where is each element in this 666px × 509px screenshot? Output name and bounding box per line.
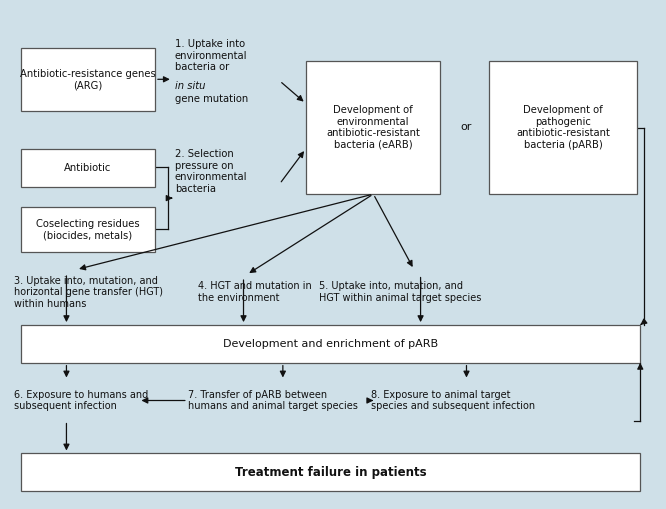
FancyBboxPatch shape [21, 325, 640, 363]
Text: 8. Exposure to animal target
species and subsequent infection: 8. Exposure to animal target species and… [372, 390, 535, 411]
Text: Development and enrichment of pARB: Development and enrichment of pARB [223, 339, 438, 349]
Text: Development of
environmental
antibiotic-resistant
bacteria (eARB): Development of environmental antibiotic-… [326, 105, 420, 150]
Text: Antibiotic: Antibiotic [64, 163, 111, 173]
Text: 7. Transfer of pARB between
humans and animal target species: 7. Transfer of pARB between humans and a… [188, 390, 358, 411]
Text: 2. Selection
pressure on
environmental
bacteria: 2. Selection pressure on environmental b… [174, 149, 247, 194]
Text: Development of
pathogenic
antibiotic-resistant
bacteria (pARB): Development of pathogenic antibiotic-res… [516, 105, 610, 150]
Text: Coselecting residues
(biocides, metals): Coselecting residues (biocides, metals) [36, 218, 140, 240]
Text: gene mutation: gene mutation [174, 95, 248, 104]
FancyBboxPatch shape [21, 48, 155, 111]
FancyBboxPatch shape [490, 61, 637, 194]
FancyBboxPatch shape [21, 149, 155, 186]
Text: 1. Uptake into
environmental
bacteria or: 1. Uptake into environmental bacteria or [174, 39, 247, 72]
Text: Treatment failure in patients: Treatment failure in patients [234, 466, 426, 479]
Text: or: or [461, 122, 472, 132]
Text: 4. HGT and mutation in
the environment: 4. HGT and mutation in the environment [198, 281, 312, 303]
Text: 5. Uptake into, mutation, and
HGT within animal target species: 5. Uptake into, mutation, and HGT within… [319, 281, 482, 303]
FancyBboxPatch shape [306, 61, 440, 194]
FancyBboxPatch shape [21, 454, 640, 491]
Text: in situ: in situ [174, 81, 205, 91]
Text: 6. Exposure to humans and
subsequent infection: 6. Exposure to humans and subsequent inf… [14, 390, 149, 411]
Text: 3. Uptake into, mutation, and
horizontal gene transfer (HGT)
within humans: 3. Uptake into, mutation, and horizontal… [14, 276, 163, 309]
FancyBboxPatch shape [21, 207, 155, 252]
Text: Antibiotic-resistance genes
(ARG): Antibiotic-resistance genes (ARG) [20, 69, 156, 91]
